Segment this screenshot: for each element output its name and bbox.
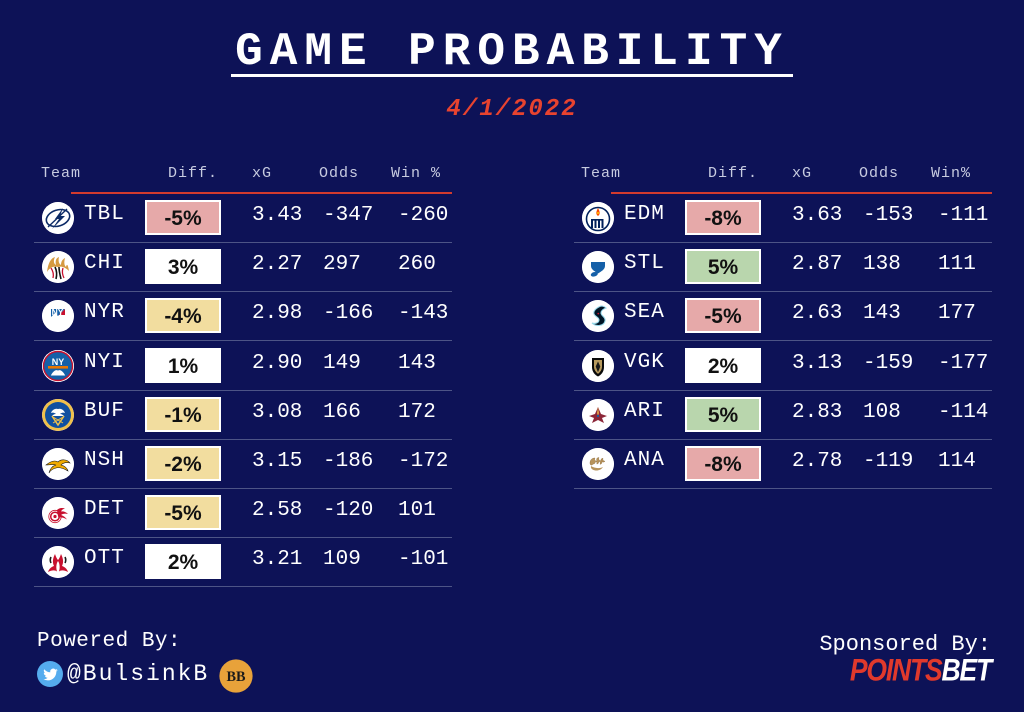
svg-text:BB: BB xyxy=(227,669,247,685)
